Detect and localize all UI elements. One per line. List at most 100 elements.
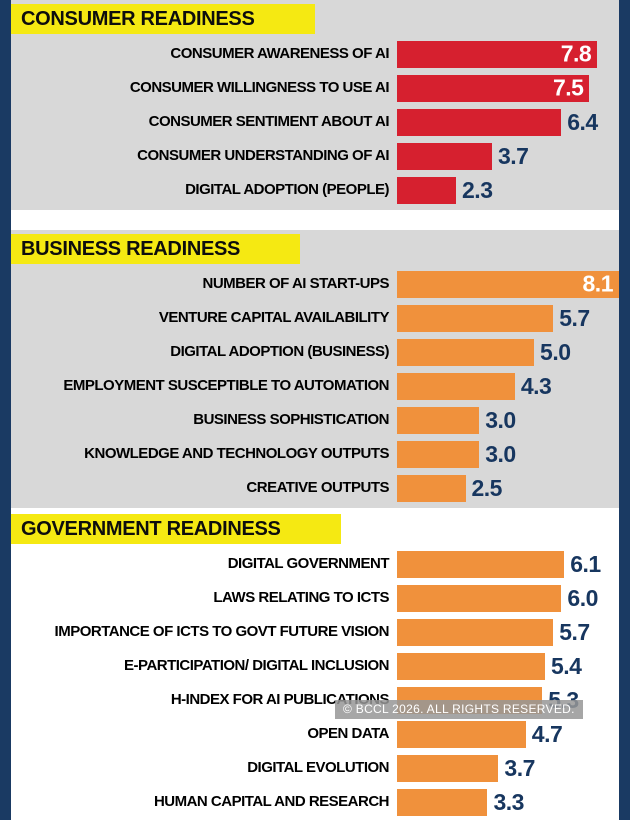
- bar: [397, 304, 554, 332]
- consumer-bar-rows: CONSUMER AWARENESS OF AI 7.8 CONSUMER WILL…: [11, 37, 619, 207]
- bar: [397, 720, 526, 748]
- bar-row: NUMBER OF AI START-UPS 8.1: [11, 267, 619, 301]
- bar: [397, 372, 515, 400]
- bar-value: 3.0: [485, 406, 516, 433]
- bar-area: 6.0: [397, 584, 619, 612]
- business-bar-rows: NUMBER OF AI START-UPS 8.1 VENTURE CAPITAL…: [11, 267, 619, 505]
- bar-value: 5.7: [559, 618, 590, 645]
- bar-area: 7.8: [397, 40, 619, 68]
- bar-label: DIGITAL ADOPTION (PEOPLE): [185, 182, 389, 198]
- bar-label: LAWS RELATING TO ICTS: [213, 590, 389, 606]
- bar-row: LAWS RELATING TO ICTS 6.0: [11, 581, 619, 615]
- bar: 8.1: [397, 270, 619, 298]
- bar-row: CONSUMER SENTIMENT ABOUT AI 6.4: [11, 105, 619, 139]
- bar-value: 5.4: [551, 652, 582, 679]
- bar-label: CONSUMER AWARENESS OF AI: [170, 46, 389, 62]
- bar-value: 6.4: [567, 108, 598, 135]
- bar-row: OPEN DATA 4.7: [11, 717, 619, 751]
- bar-label: DIGITAL GOVERNMENT: [227, 556, 390, 572]
- bar-area: 8.1: [397, 270, 619, 298]
- bar-label: BUSINESS SOPHISTICATION: [193, 412, 389, 428]
- bar-value: 3.7: [497, 142, 529, 169]
- bar-value: 7.5: [553, 74, 584, 101]
- section-title-government: GOVERNMENT READINESS: [11, 514, 341, 544]
- bar: [397, 176, 457, 204]
- bar-value: 6.1: [570, 550, 601, 577]
- bar: 7.5: [397, 74, 590, 102]
- bar-value: 6.0: [567, 584, 598, 611]
- bar-label: VENTURE CAPITAL AVAILABILITY: [158, 310, 390, 326]
- bar-value: 3.3: [493, 788, 524, 815]
- section-consumer-readiness: CONSUMER READINESS CONSUMER AWARENESS OF…: [11, 0, 619, 210]
- bar-value: 3.7: [504, 754, 535, 781]
- government-bar-rows: DIGITAL GOVERNMENT 6.1 LAWS RELATING TO IC…: [11, 547, 619, 819]
- section-title-business: BUSINESS READINESS: [11, 234, 301, 264]
- bar: [397, 108, 562, 136]
- bar-label: DIGITAL ADOPTION (BUSINESS): [170, 344, 389, 360]
- bar-row: DIGITAL GOVERNMENT 6.1: [11, 547, 619, 581]
- bar: [397, 618, 554, 646]
- bar-area: 6.1: [397, 550, 619, 578]
- bar: [397, 142, 492, 170]
- bar-value: 3.0: [485, 440, 516, 467]
- bar-value: 8.1: [582, 270, 614, 297]
- chart-content: CONSUMER READINESS CONSUMER AWARENESS OF…: [11, 0, 619, 820]
- bar-area: 2.5: [397, 474, 619, 502]
- bar-area: 5.0: [397, 338, 619, 366]
- bar-value: 5.0: [540, 338, 571, 365]
- bar-row: KNOWLEDGE AND TECHNOLOGY OUTPUTS 3.0: [11, 437, 619, 471]
- bar-label: CONSUMER WILLINGNESS TO USE AI: [129, 80, 390, 96]
- bar: [397, 338, 535, 366]
- section-title-government-text: GOVERNMENT READINESS: [21, 518, 281, 540]
- bar: [397, 440, 480, 468]
- bar-row: DIGITAL EVOLUTION 3.7: [11, 751, 619, 785]
- section-government-readiness: GOVERNMENT READINESS DIGITAL GOVERNMENT 6…: [11, 508, 619, 820]
- bar: [397, 652, 545, 680]
- bar-label: CREATIVE OUTPUTS: [246, 480, 389, 496]
- bar-row: DIGITAL ADOPTION (PEOPLE) 2.3: [11, 173, 619, 207]
- bar-value: 7.8: [560, 40, 592, 67]
- bar-area: 5.7: [397, 618, 619, 646]
- section-title-consumer-text: CONSUMER READINESS: [21, 8, 255, 30]
- bar-label: OPEN DATA: [307, 726, 389, 742]
- bar-area: 5.7: [397, 304, 619, 332]
- section-business-readiness: BUSINESS READINESS NUMBER OF AI START-UP…: [11, 230, 619, 508]
- bar-row: CONSUMER UNDERSTANDING OF AI 3.7: [11, 139, 619, 173]
- bar-row: IMPORTANCE OF ICTS TO GOVT FUTURE VISION…: [11, 615, 619, 649]
- bar-area: 3.3: [397, 788, 619, 816]
- bar-area: 3.7: [397, 142, 619, 170]
- bar-label: CONSUMER UNDERSTANDING OF AI: [137, 148, 389, 164]
- bar: [397, 474, 466, 502]
- bar-row: DIGITAL ADOPTION (BUSINESS) 5.0: [11, 335, 619, 369]
- bar-row: CREATIVE OUTPUTS 2.5: [11, 471, 619, 505]
- bar-row: EMPLOYMENT SUSCEPTIBLE TO AUTOMATION 4.3: [11, 369, 619, 403]
- bar: [397, 406, 480, 434]
- bar-value: 5.7: [559, 304, 590, 331]
- bar-label: H-INDEX FOR AI PUBLICATIONS: [170, 692, 390, 708]
- section-gap: [11, 210, 619, 230]
- bar-area: 3.7: [397, 754, 619, 782]
- bar-area: 4.7: [397, 720, 619, 748]
- bar-area: 4.3: [397, 372, 619, 400]
- bar-area: 3.0: [397, 406, 619, 434]
- bar: [397, 550, 565, 578]
- bar-label: IMPORTANCE OF ICTS TO GOVT FUTURE VISION: [54, 624, 390, 640]
- bar-label: CONSUMER SENTIMENT ABOUT AI: [148, 114, 390, 130]
- bar: 7.8: [397, 40, 598, 68]
- bar-area: 6.4: [397, 108, 619, 136]
- bar-value: 2.5: [471, 474, 503, 501]
- bar-row: CONSUMER WILLINGNESS TO USE AI 7.5: [11, 71, 619, 105]
- section-title-consumer: CONSUMER READINESS: [11, 4, 315, 34]
- bar-label: KNOWLEDGE AND TECHNOLOGY OUTPUTS: [84, 446, 389, 462]
- bar-row: E-PARTICIPATION/ DIGITAL INCLUSION 5.4: [11, 649, 619, 683]
- bar-label: HUMAN CAPITAL AND RESEARCH: [153, 794, 390, 810]
- bar-area: 7.5: [397, 74, 619, 102]
- bar-area: 3.0: [397, 440, 619, 468]
- bar-row: CONSUMER AWARENESS OF AI 7.8: [11, 37, 619, 71]
- bar-label: NUMBER OF AI START-UPS: [202, 276, 390, 292]
- bar-area: 2.3: [397, 176, 619, 204]
- bar-row: BUSINESS SOPHISTICATION 3.0: [11, 403, 619, 437]
- bar-label: E-PARTICIPATION/ DIGITAL INCLUSION: [124, 658, 389, 674]
- bar-label: DIGITAL EVOLUTION: [247, 760, 389, 776]
